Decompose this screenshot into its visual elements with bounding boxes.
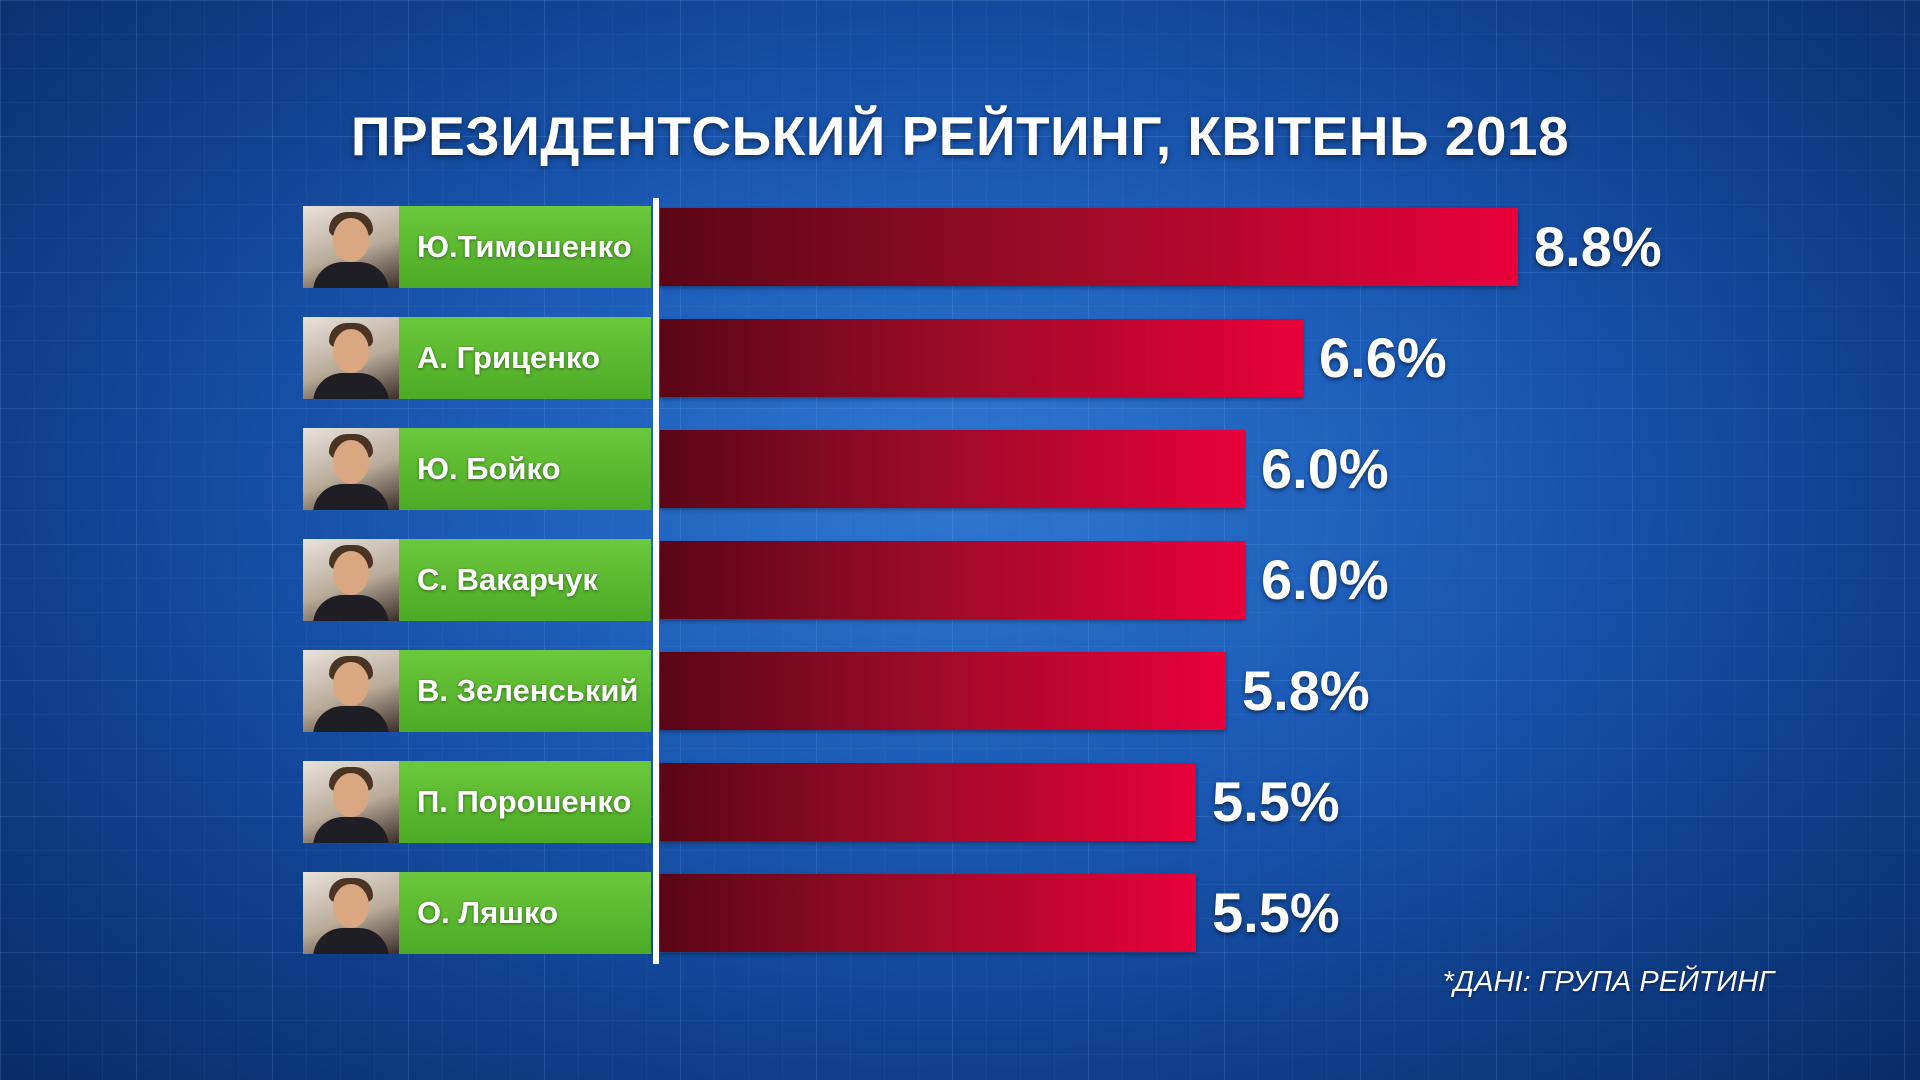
candidate-photo <box>303 317 399 399</box>
candidate-photo <box>303 872 399 954</box>
rating-bar <box>660 763 1196 841</box>
rating-value: 8.8% <box>1534 215 1662 278</box>
rating-value: 6.0% <box>1261 437 1389 500</box>
axis-line <box>653 198 659 964</box>
candidate-label: А. Гриценко <box>399 317 651 399</box>
rating-value: 5.5% <box>1212 881 1340 944</box>
candidate-photo <box>303 761 399 843</box>
rating-value: 6.6% <box>1319 326 1447 389</box>
candidate-label: Ю. Бойко <box>399 428 651 510</box>
rating-bar <box>660 874 1196 952</box>
candidate-photo <box>303 539 399 621</box>
rating-bar <box>660 652 1226 730</box>
candidate-label: П. Порошенко <box>399 761 651 843</box>
candidate-photo <box>303 650 399 732</box>
rating-bar <box>660 319 1303 397</box>
chart-title: ПРЕЗИДЕНТСЬКИЙ РЕЙТИНГ, КВІТЕНЬ 2018 <box>350 105 1570 167</box>
candidate-photo <box>303 428 399 510</box>
candidate-label: В. Зеленський <box>399 650 651 732</box>
rating-bar <box>660 430 1245 508</box>
rating-bar <box>660 208 1518 286</box>
data-source: *ДАНІ: ГРУПА РЕЙТИНГ <box>1442 966 1774 998</box>
candidate-label: Ю.Тимошенко <box>399 206 651 288</box>
candidate-photo <box>303 206 399 288</box>
candidate-label: О. Ляшко <box>399 872 651 954</box>
rating-value: 6.0% <box>1261 548 1389 611</box>
rating-value: 5.8% <box>1242 659 1370 722</box>
rating-bar <box>660 541 1245 619</box>
candidate-label: С. Вакарчук <box>399 539 651 621</box>
rating-value: 5.5% <box>1212 770 1340 833</box>
